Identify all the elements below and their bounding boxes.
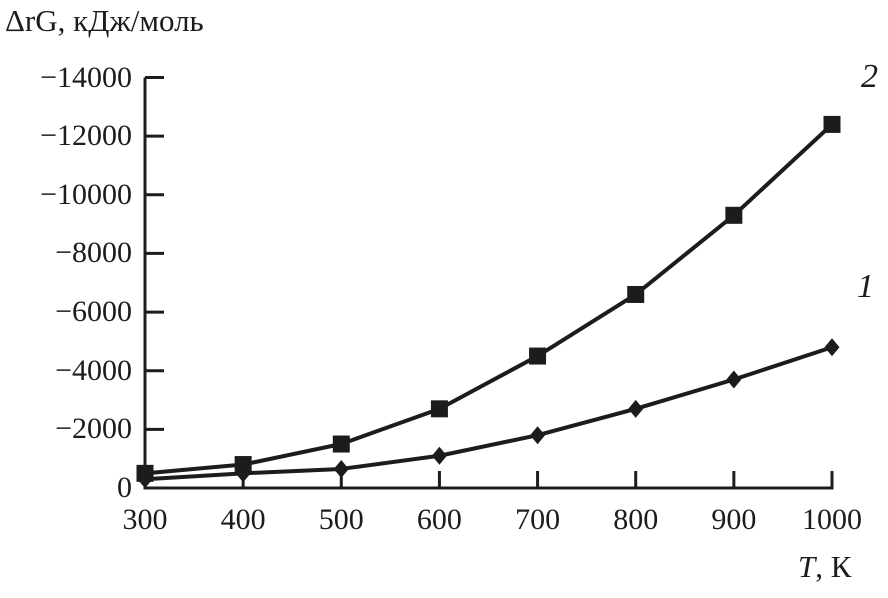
y-tick-label: −10000 xyxy=(40,177,132,211)
y-tick-label: −6000 xyxy=(55,295,132,329)
x-axis-symbol: T xyxy=(798,549,816,584)
marker-square-series-2 xyxy=(430,400,448,418)
y-tick-label: −14000 xyxy=(40,60,132,94)
x-tick-label: 900 xyxy=(711,503,757,536)
marker-diamond-series-1 xyxy=(628,399,644,418)
x-axis-title: T, К xyxy=(798,549,851,585)
marker-diamond-series-1 xyxy=(824,338,840,357)
y-tick-label: 0 xyxy=(117,471,132,504)
series-line-2 xyxy=(143,122,834,476)
axis-frame xyxy=(143,77,834,490)
marker-square-series-2 xyxy=(234,456,252,474)
marker-diamond-series-1 xyxy=(333,459,349,478)
y-tick-label: −12000 xyxy=(40,119,132,153)
x-tick-label: 500 xyxy=(318,503,364,536)
marker-diamond-series-1 xyxy=(431,446,447,465)
marker-square-series-2 xyxy=(332,435,350,453)
y-tick-label: −4000 xyxy=(55,353,132,387)
x-tick-label: 1000 xyxy=(802,503,862,536)
series-line-1 xyxy=(143,345,834,482)
x-tick-label: 800 xyxy=(613,503,659,536)
marker-square-series-2 xyxy=(627,285,645,303)
y-tick-label: −8000 xyxy=(55,236,132,270)
x-tick-label: 600 xyxy=(416,503,462,536)
curve-label-2: 2 xyxy=(861,58,878,95)
x-axis-units: , К xyxy=(815,549,852,584)
marker-square-series-2 xyxy=(823,115,841,133)
curve-label-1: 1 xyxy=(857,268,874,305)
marker-square-series-2 xyxy=(725,206,743,224)
y-tick-label: −2000 xyxy=(55,412,132,446)
x-tick-label: 400 xyxy=(220,503,266,536)
marker-diamond-series-1 xyxy=(726,370,742,389)
x-tick-label: 300 xyxy=(122,503,168,536)
marker-square-series-2 xyxy=(136,464,154,482)
marker-diamond-series-1 xyxy=(530,426,546,445)
y-axis-title: ΔrG, кДж/моль xyxy=(5,3,204,38)
x-tick-label: 700 xyxy=(515,503,561,536)
marker-square-series-2 xyxy=(529,347,547,365)
